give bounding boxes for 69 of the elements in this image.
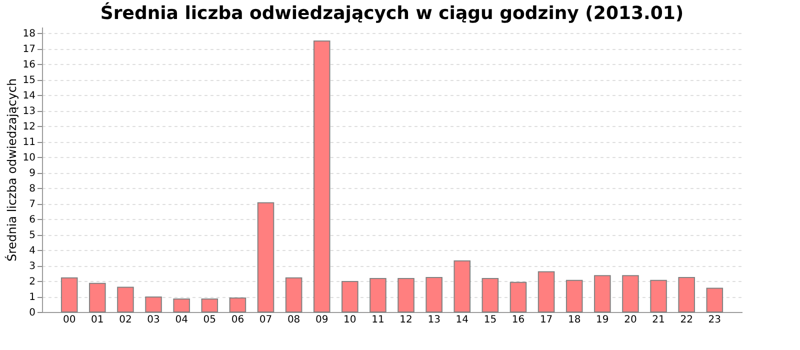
- y-tick-label: 17: [22, 44, 36, 56]
- x-tick-label: 08: [287, 314, 300, 326]
- y-tick-label: 0: [29, 308, 36, 318]
- y-tick-label: 8: [29, 184, 36, 195]
- bar: [89, 282, 106, 312]
- x-tick-label: 13: [428, 314, 440, 326]
- bar: [454, 260, 471, 312]
- bar: [678, 276, 695, 312]
- y-tick-label: 6: [29, 214, 36, 226]
- x-tick-label: 19: [596, 314, 609, 326]
- x-tick-label: 20: [624, 314, 637, 326]
- y-tick-label: 16: [22, 60, 36, 71]
- y-tick-label: 4: [29, 246, 36, 257]
- bar: [257, 202, 274, 312]
- y-tick-label: 1: [29, 292, 36, 304]
- bar: [342, 280, 358, 312]
- y-tick-label: 5: [29, 230, 36, 242]
- y-tick-label: 14: [22, 90, 36, 102]
- y-tick-label: 2: [29, 276, 36, 288]
- y-tick-label: 11: [22, 137, 36, 148]
- bar: [60, 277, 78, 312]
- x-tick-label: 23: [708, 314, 722, 326]
- y-tick-label: 13: [22, 106, 36, 118]
- x-tick-label: 07: [259, 314, 272, 326]
- x-tick-label: 10: [344, 314, 356, 326]
- x-tick-label: 17: [540, 314, 553, 326]
- x-tick-label: 22: [680, 314, 693, 326]
- x-tick-label: 15: [484, 314, 497, 326]
- x-tick-label: 12: [400, 314, 412, 326]
- bar: [145, 296, 162, 312]
- bar: [285, 277, 302, 312]
- bar: [566, 280, 583, 312]
- x-tick-label: 04: [175, 314, 188, 326]
- bar: [482, 278, 499, 312]
- bar: [229, 298, 246, 312]
- x-tick-label: 00: [62, 314, 76, 326]
- bar: [398, 278, 414, 312]
- y-axis-title: Średnia liczba odwiedzających: [4, 78, 19, 262]
- y-tick-label: 12: [22, 122, 36, 133]
- y-tick-label: 10: [22, 152, 36, 164]
- bar: [313, 40, 330, 312]
- bar: [622, 275, 639, 312]
- bar: [706, 288, 724, 312]
- bar: [370, 278, 386, 312]
- x-tick-label: 05: [203, 314, 216, 326]
- bar: [201, 298, 218, 312]
- x-tick-label: 01: [91, 314, 104, 326]
- y-tick-label: 3: [29, 261, 36, 272]
- bar: [426, 276, 442, 312]
- bar: [594, 275, 611, 312]
- x-tick-label: 03: [147, 314, 160, 326]
- bar: [538, 271, 555, 312]
- y-tick-label: 7: [29, 199, 36, 210]
- x-tick-label: 16: [512, 314, 525, 326]
- x-tick-label: 18: [568, 314, 581, 326]
- chart-title: Średnia liczba odwiedzających w ciągu godziny (2013.01): [100, 2, 684, 24]
- x-tick-label: 02: [119, 314, 132, 326]
- bar: [173, 298, 190, 312]
- y-tick-label: 15: [22, 75, 36, 86]
- bar: [510, 282, 527, 312]
- x-tick-label: 06: [231, 314, 244, 326]
- y-tick-label: 9: [29, 168, 36, 180]
- y-tick-label: 18: [22, 28, 36, 40]
- x-tick-label: 21: [652, 314, 665, 326]
- x-tick-label: 11: [372, 314, 384, 326]
- bar: [650, 280, 667, 312]
- x-tick-label: 14: [456, 314, 469, 326]
- x-tick-label: 09: [315, 314, 328, 326]
- bar: [117, 286, 134, 312]
